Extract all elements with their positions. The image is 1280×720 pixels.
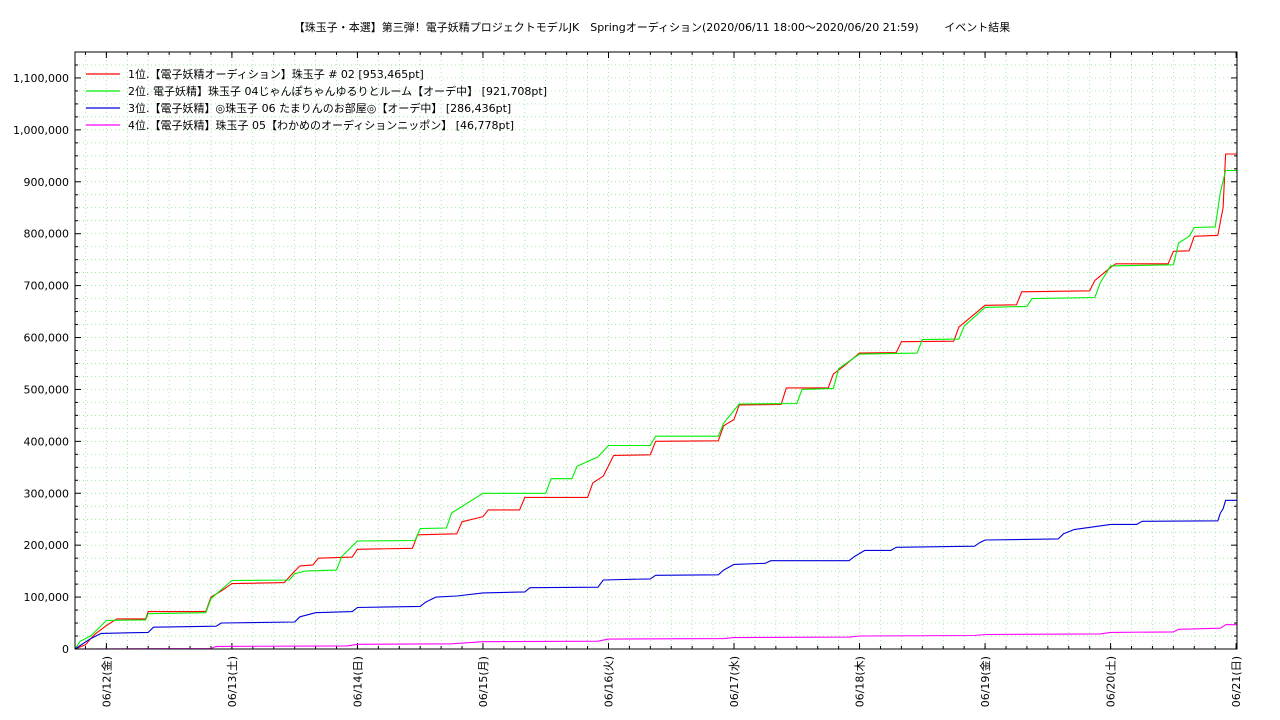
grid-lines [75,51,1237,649]
x-tick-label: 06/21(日) [1230,656,1243,707]
chart-title: 【珠玉子・本選】第三弾！電子妖精プロジェクトモデルJK Springオーディショ… [294,20,1010,34]
x-tick-label: 06/18(木) [854,656,867,707]
legend-label: 1位.【電子妖精オーディション】珠玉子 # 02 [953,465pt] [128,67,424,81]
y-tick-label: 900,000 [24,176,70,189]
y-axis: 0 100,000 200,000 300,000 400,000 500,000 600,… [13,51,1237,656]
y-tick-label: 500,000 [24,383,70,396]
legend-label: 4位.【電子妖精】珠玉子 05【わかめのオーディションニッポン】 [46,778… [128,118,514,132]
series-line-2 [74,169,1237,650]
series-line-3 [74,499,1237,650]
y-tick-label: 600,000 [24,332,70,345]
y-tick-label: 700,000 [24,280,70,293]
legend: 1位.【電子妖精オーディション】珠玉子 # 02 [953,465pt] 2位. … [86,67,547,132]
x-tick-label: 06/14(日) [351,656,364,707]
series-line-1 [74,153,1237,650]
y-tick-label: 300,000 [24,487,70,500]
y-tick-label: 1,000,000 [13,124,69,137]
legend-label: 2位. 電子妖精】珠玉子 04じゃんぽちゃんゆるりとルーム【オーデ中】 [921… [128,84,547,98]
y-tick-label: 200,000 [24,539,70,552]
x-tick-label: 06/15(月) [477,656,490,707]
x-tick-label: 06/12(金) [99,656,113,707]
x-tick-label: 06/19(金) [978,656,992,707]
x-tick-label: 06/17(水) [728,656,741,707]
y-tick-label: 0 [62,643,69,656]
y-tick-label: 400,000 [24,435,70,448]
y-tick-label: 100,000 [24,591,70,604]
y-tick-label: 800,000 [24,228,70,241]
y-tick-label: 1,100,000 [13,72,69,85]
x-axis: 06/12(金) 06/13(土) 06/14(日) 06/15(月) 06/16(火)… [84,52,1243,707]
series-lines [74,153,1237,650]
series-line-4 [74,624,1237,650]
plot-frame [74,51,1238,650]
x-tick-label: 06/16(火) [602,656,615,707]
x-tick-label: 06/13(土) [226,656,239,707]
x-tick-label: 06/20(土) [1105,656,1118,707]
legend-label: 3位.【電子妖精】◎珠玉子 06 たまりんのお部屋◎【オーデ中】 [286,43… [128,101,511,115]
